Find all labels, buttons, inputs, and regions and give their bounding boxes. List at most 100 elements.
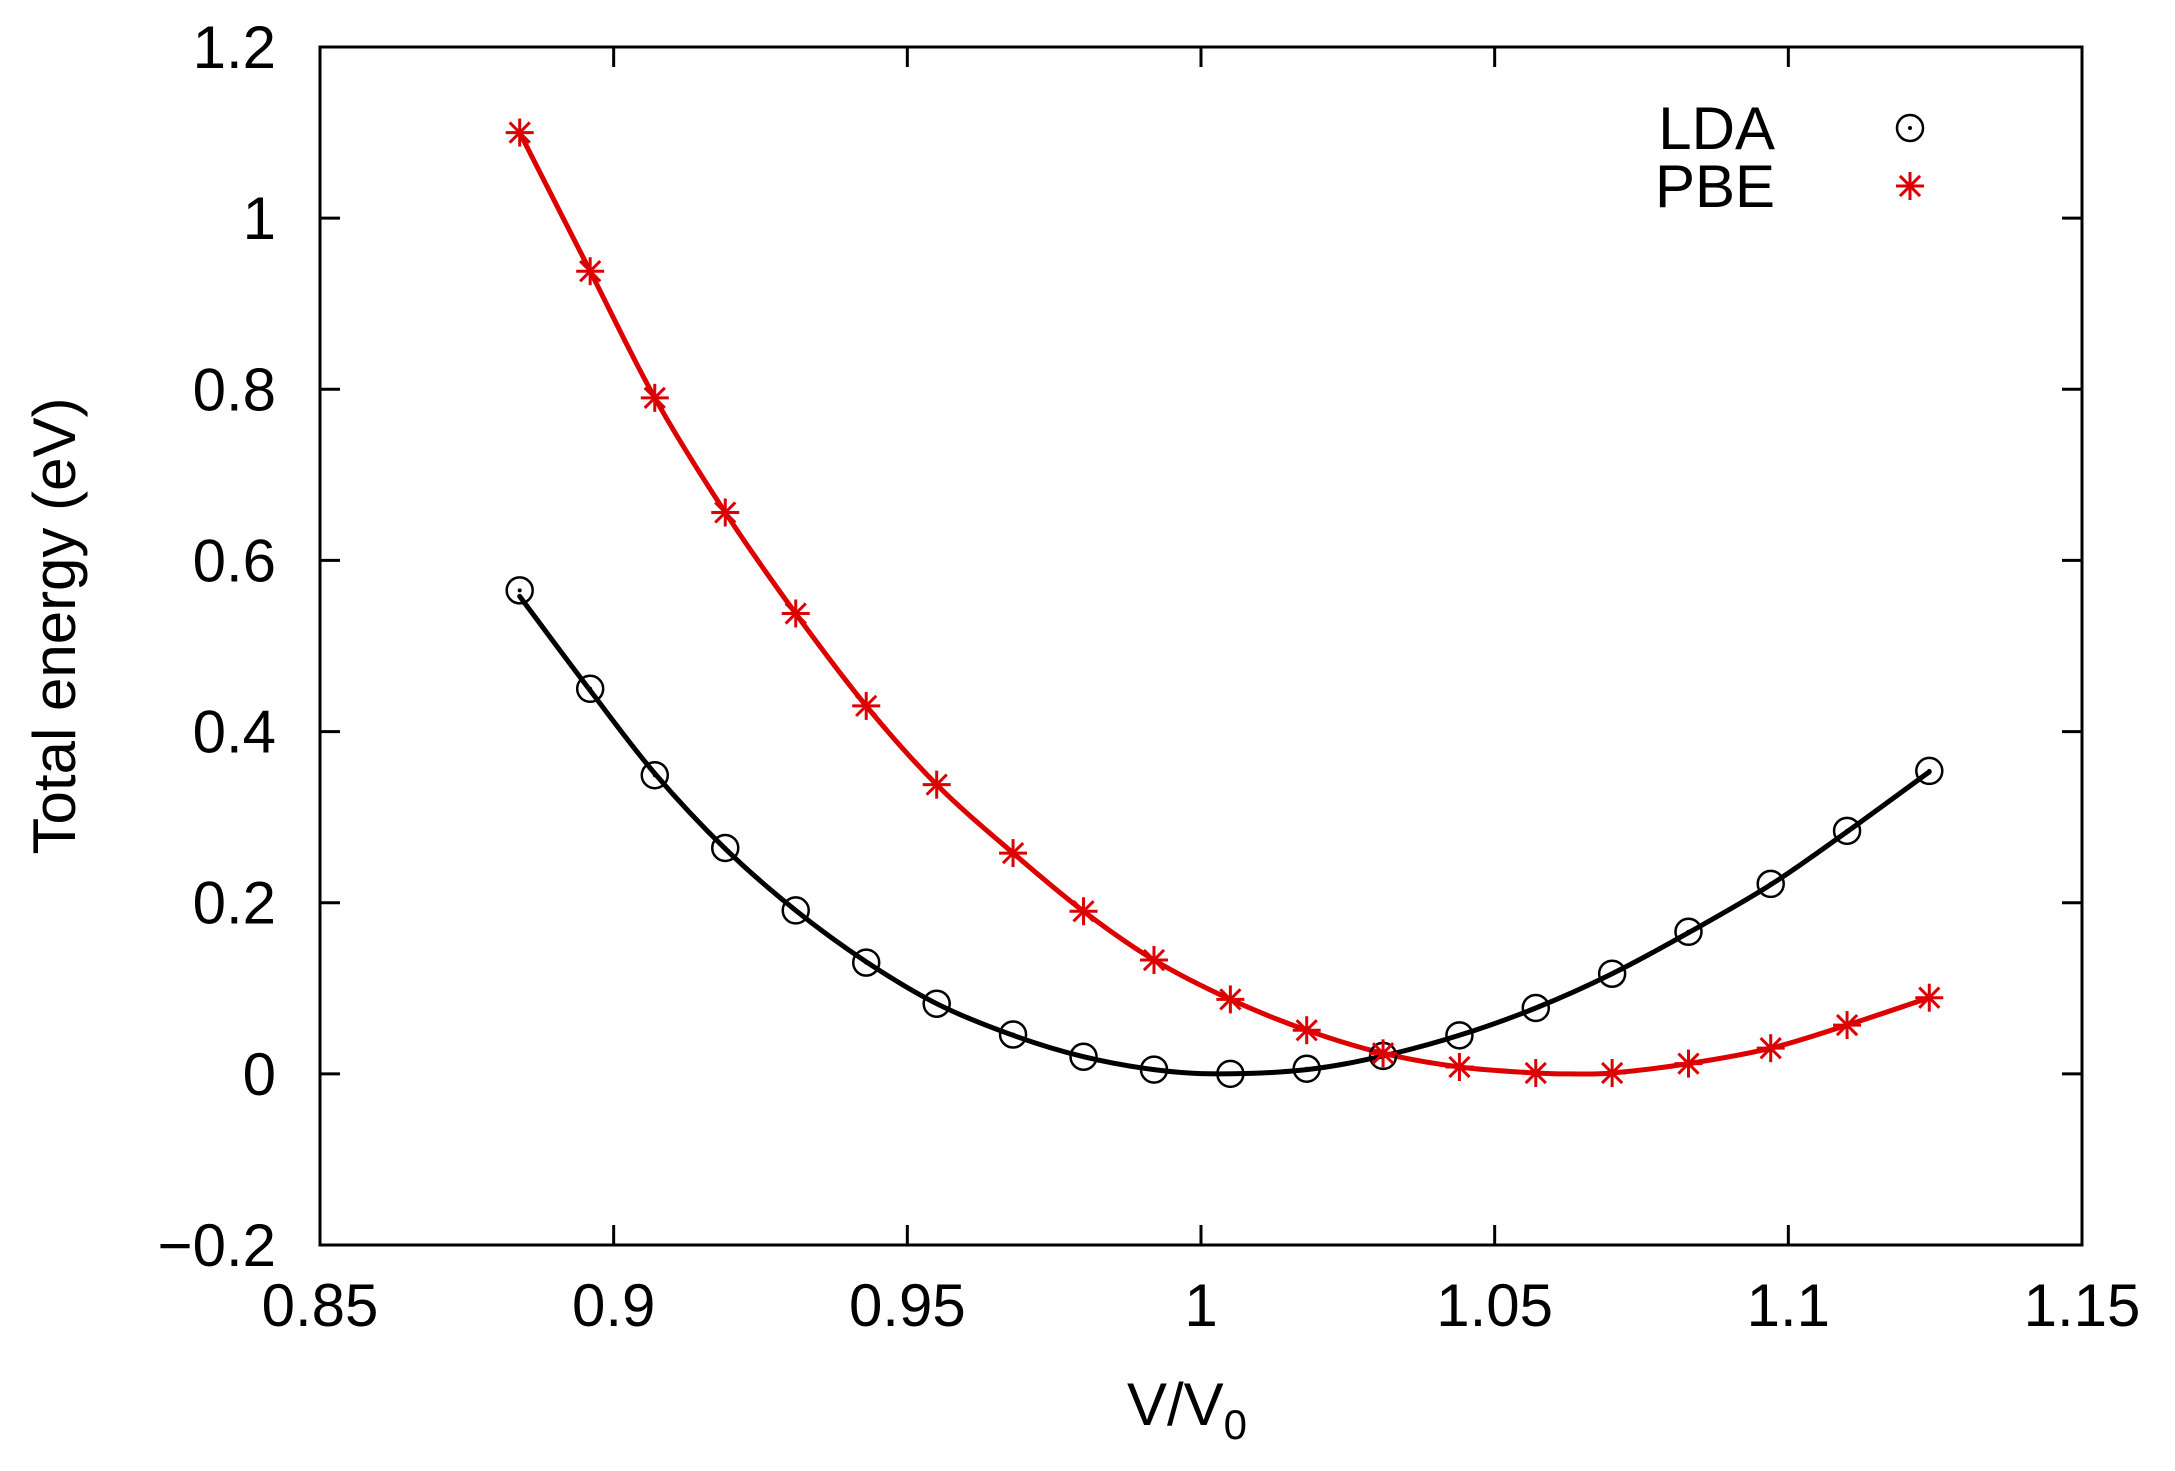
marker-stroke: [1219, 988, 1242, 1011]
marker-ring: [851, 948, 881, 977]
y-tick-label: 0.2: [193, 870, 276, 937]
marker-dot: [793, 908, 798, 913]
marker-ring: [505, 576, 534, 605]
y-tick-label: 1.2: [193, 14, 276, 81]
marker-stroke: [1371, 1042, 1395, 1065]
marker-ring: [1292, 1054, 1321, 1083]
marker-ring: [922, 989, 951, 1018]
x-tick-label: 0.95: [849, 1272, 966, 1339]
marker-dot: [934, 1001, 939, 1006]
marker-dot: [1845, 828, 1850, 833]
marker-stroke: [784, 602, 807, 625]
data-point-lda: [1832, 816, 1862, 846]
data-point-pbe: [1069, 897, 1098, 926]
data-point-lda: [922, 989, 951, 1018]
marker-stroke: [1142, 948, 1166, 972]
marker-dot: [1011, 1032, 1016, 1037]
marker-dot: [652, 773, 657, 778]
y-tick-label: 0.6: [193, 527, 276, 594]
marker-stroke: [1835, 1013, 1859, 1037]
y-axis-title: Total energy (eV): [21, 398, 88, 855]
x-tick-label: 0.85: [262, 1272, 379, 1339]
data-markers: [505, 118, 1944, 1089]
data-point-pbe: [640, 383, 669, 412]
data-point-lda: [1216, 1059, 1245, 1089]
marker-dot: [588, 686, 593, 691]
marker-stroke: [1001, 841, 1025, 865]
marker-stroke: [1524, 1061, 1547, 1085]
x-axis-title-subscript: 0: [1224, 1401, 1247, 1448]
data-point-lda: [505, 576, 534, 605]
y-tick-label: −0.2: [158, 1212, 276, 1279]
data-point-lda: [575, 674, 605, 704]
data-point-lda: [1521, 993, 1551, 1023]
x-tick-label: 1.05: [1436, 1272, 1553, 1339]
x-tick-label: 1: [1184, 1272, 1217, 1339]
marker-dot: [517, 588, 522, 593]
marker-ring: [575, 674, 605, 704]
marker-dot: [1228, 1071, 1233, 1076]
marker-ring: [640, 760, 670, 790]
marker-ring: [998, 1020, 1028, 1049]
data-point-pbe: [1140, 946, 1169, 975]
marker-ring: [1521, 993, 1551, 1023]
data-point-pbe: [1674, 1049, 1703, 1078]
marker-dot: [1610, 971, 1615, 976]
marker-stroke: [643, 386, 666, 409]
data-point-pbe: [1756, 1034, 1785, 1063]
data-point-lda: [851, 948, 881, 977]
marker-stroke: [1918, 986, 1941, 1009]
data-point-lda: [1069, 1042, 1098, 1071]
data-point-pbe: [1521, 1059, 1550, 1088]
y-tick-label: 0.4: [193, 699, 276, 766]
marker-dot: [1304, 1066, 1309, 1071]
marker-stroke: [1448, 1055, 1471, 1079]
data-point-pbe: [781, 599, 810, 628]
y-tick-label: 0: [243, 1041, 276, 1108]
data-point-lda: [998, 1020, 1028, 1049]
data-point-pbe: [852, 691, 881, 720]
marker-dot: [1457, 1033, 1462, 1038]
data-point-pbe: [711, 498, 740, 527]
marker-dot: [1686, 929, 1691, 934]
data-point-lda: [1597, 959, 1627, 988]
data-point-lda: [781, 896, 810, 925]
x-axis-title-main: V/V: [1127, 1371, 1224, 1438]
data-point-pbe: [1369, 1039, 1398, 1068]
legend-marker-pbe: [1896, 172, 1924, 200]
marker-ring: [781, 896, 810, 925]
data-point-pbe: [999, 839, 1028, 868]
legend-marker-lda: [1895, 113, 1925, 143]
marker-ring: [1832, 816, 1862, 846]
marker-ring: [1216, 1059, 1245, 1089]
marker-ring: [1895, 113, 1925, 143]
marker-stroke: [714, 501, 737, 524]
axes: 0.85 0.9 0.95 1 1.05 1.1 1.15 −0.2 0 0.2 0.4 0.6 0.8…: [21, 14, 2140, 1448]
x-tick-label: 1.15: [2024, 1272, 2141, 1339]
data-point-lda: [1292, 1054, 1321, 1083]
legend-label-pbe: PBE: [1655, 153, 1775, 220]
data-point-pbe: [1915, 983, 1944, 1012]
marker-ring: [1597, 959, 1627, 988]
marker-stroke: [579, 260, 602, 283]
marker-dot: [1533, 1005, 1538, 1010]
x-axis-title: V/V0: [1127, 1371, 1247, 1448]
marker-stroke: [1600, 1061, 1624, 1085]
marker-ring: [1445, 1021, 1474, 1050]
y-tick-label: 0.8: [193, 356, 276, 423]
marker-dot: [1768, 881, 1773, 886]
data-point-pbe: [922, 770, 951, 799]
data-point-pbe: [1833, 1011, 1862, 1040]
data-point-lda: [1674, 917, 1703, 947]
marker-dot: [1152, 1067, 1157, 1072]
x-tick-label: 0.9: [572, 1272, 655, 1339]
data-point-lda: [1756, 869, 1785, 899]
data-point-pbe: [1445, 1053, 1474, 1082]
data-point-pbe: [1598, 1059, 1627, 1088]
marker-ring: [1915, 756, 1944, 786]
data-point-pbe: [1292, 1016, 1321, 1045]
marker-ring: [1756, 869, 1785, 899]
y-tick-label: 1: [243, 185, 276, 252]
